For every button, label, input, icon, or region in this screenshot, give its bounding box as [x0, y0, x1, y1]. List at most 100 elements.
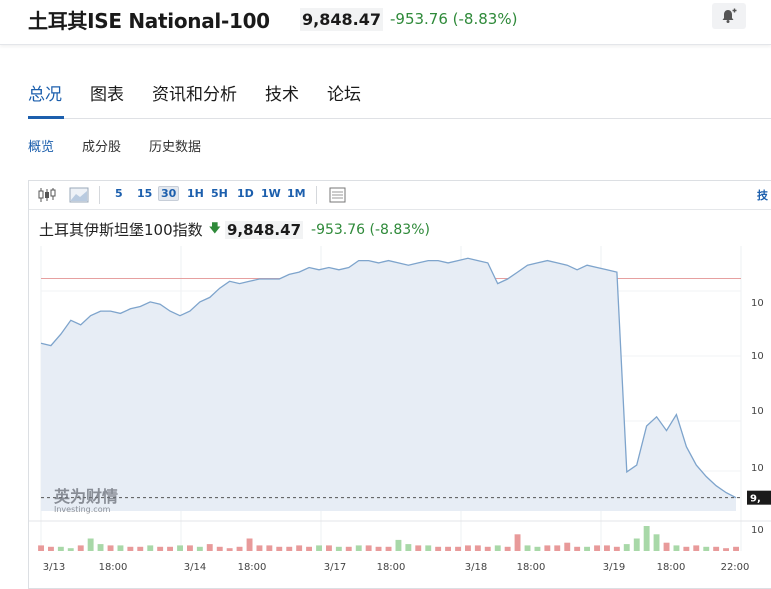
interval-5h[interactable]: 5H [211, 187, 228, 200]
interval-1d[interactable]: 1D [237, 187, 254, 200]
watermark-logo: Investing.com [54, 505, 111, 514]
volume-bar [326, 545, 332, 551]
area-chart-icon[interactable] [69, 186, 89, 204]
volume-bar [395, 539, 402, 551]
y-tick-label: 10 [751, 351, 764, 362]
subtab-historical-data[interactable]: 历史数据 [149, 140, 202, 155]
tab-chart[interactable]: 图表 [90, 85, 124, 105]
volume-bar [256, 545, 263, 551]
volume-bar [455, 546, 461, 551]
interval-1h[interactable]: 1H [187, 187, 204, 200]
interval-30[interactable]: 30 [158, 186, 180, 201]
quote-header: 土耳其ISE National-100 9,848.47 -953.76 (-8… [0, 0, 771, 45]
tab-overview[interactable]: 总况 [28, 85, 62, 105]
volume-bar [246, 538, 253, 551]
bell-plus-icon [722, 8, 737, 23]
instrument-title: 土耳其ISE National-100 [28, 9, 270, 33]
header-price: 9,848.47 [300, 8, 383, 31]
volume-bar [633, 538, 640, 551]
price-chart[interactable]: 9, 10 10 10 10 10 3/13 18:00 3/14 18:00 3/17 18:00 3… [29, 181, 771, 588]
volume-bar [574, 546, 581, 551]
chart-panel: 5 15 30 1H 5H 1D 1W 1M 技 土耳其伊斯坦堡100指数 🡇 … [28, 180, 771, 589]
tab-news-analysis[interactable]: 资讯和分析 [152, 85, 237, 105]
volume-bar [504, 546, 511, 551]
volume-bar [713, 546, 720, 551]
interval-5[interactable]: 5 [115, 187, 123, 200]
volume-bar [733, 546, 739, 551]
volume-bar [673, 545, 680, 551]
y-tick-label: 10 [751, 298, 764, 309]
volume-bar [117, 545, 124, 551]
sub-tabs: 概览 成分股 历史数据 [28, 136, 229, 155]
volume-bar [484, 546, 491, 551]
tabs-divider [28, 118, 771, 119]
x-tick-label: 18:00 [657, 562, 686, 573]
volume-bar [87, 538, 94, 551]
subtab-overview[interactable]: 概览 [28, 140, 55, 155]
volume-bar [584, 546, 590, 551]
volume-bar [236, 546, 243, 551]
interval-1w[interactable]: 1W [261, 187, 281, 200]
interval-1m[interactable]: 1M [287, 187, 306, 200]
volume-bar [613, 546, 620, 551]
volume-bar [445, 546, 451, 551]
volume-bar [683, 546, 690, 551]
interval-15[interactable]: 15 [137, 187, 153, 200]
volume-bar [306, 546, 312, 551]
volume-bar [663, 542, 670, 551]
technical-link[interactable]: 技 [757, 189, 768, 202]
volume-bar [48, 546, 54, 551]
volume-bar [723, 548, 729, 551]
volume-bar [474, 545, 481, 551]
header-change: -953.76 (-8.83%) [390, 10, 518, 28]
volume-bar [167, 546, 173, 551]
volume-bar [435, 546, 442, 551]
volume-bar [216, 546, 223, 551]
x-tick-label: 18:00 [238, 562, 267, 573]
candlestick-icon[interactable] [37, 186, 57, 204]
volume-bar [653, 534, 660, 551]
chart-toolbar: 5 15 30 1H 5H 1D 1W 1M 技 [29, 181, 771, 210]
x-tick-label: 18:00 [99, 562, 128, 573]
subtab-components[interactable]: 成分股 [82, 140, 122, 155]
y-tick-label: 10 [751, 525, 764, 536]
x-tick-label: 3/14 [184, 562, 206, 573]
volume-bar [703, 546, 710, 551]
price-area [41, 258, 736, 511]
volume-bar [177, 545, 183, 551]
volume-bar [147, 545, 154, 551]
current-price-tag [747, 490, 771, 505]
volume-bar [335, 546, 342, 551]
volume-bar [375, 546, 382, 551]
volume-bar [226, 548, 233, 551]
volume-bar [604, 545, 610, 551]
alert-button[interactable] [712, 3, 746, 29]
volume-bar [196, 546, 203, 551]
volume-bar [415, 545, 422, 551]
tab-forum[interactable]: 论坛 [327, 85, 361, 105]
x-tick-label: 3/18 [465, 562, 487, 573]
volume-bar [465, 545, 471, 551]
volume-bar [67, 548, 74, 551]
legend-change: -953.76 (-8.83%) [311, 221, 430, 238]
volume-bar [127, 546, 134, 551]
legend-price: 9,848.47 [224, 220, 304, 239]
tab-technical[interactable]: 技术 [265, 85, 299, 105]
watermark-logo: 英为财情 [53, 487, 118, 506]
volume-bar [38, 545, 44, 551]
volume-bar [107, 545, 114, 551]
down-arrow-icon: 🡇 [208, 221, 221, 235]
volume-bar [365, 545, 372, 551]
toolbar-separator [99, 186, 100, 204]
chart-legend: 土耳其伊斯坦堡100指数 🡇 9,848.47 -953.76 (-8.83%) [39, 219, 430, 240]
volume-bar [316, 545, 322, 551]
volume-bar [206, 544, 213, 551]
legend-name: 土耳其伊斯坦堡100指数 [39, 221, 203, 239]
x-tick-label: 18:00 [377, 562, 406, 573]
volume-bar [564, 542, 571, 551]
volume-bar [137, 546, 144, 551]
volume-bar [157, 546, 164, 551]
data-table-icon[interactable] [328, 186, 348, 204]
x-tick-label: 18:00 [517, 562, 546, 573]
volume-bar [494, 545, 501, 551]
